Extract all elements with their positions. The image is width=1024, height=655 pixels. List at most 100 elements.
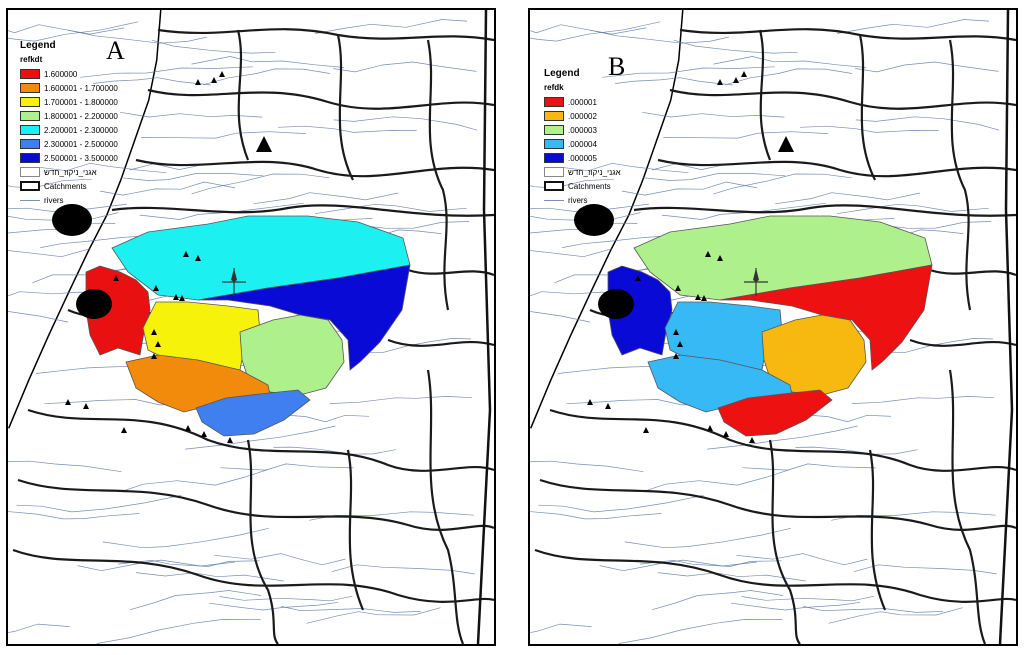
observation-triangle (151, 329, 157, 335)
map-legend: Legend refdk .000001.000002.000003.00000… (544, 68, 621, 207)
observation-triangle (717, 79, 723, 85)
catchment-boundary (929, 268, 1016, 277)
catchment-boundary (657, 158, 1016, 178)
river-line (38, 162, 167, 174)
station-triangle (256, 136, 272, 152)
river-line (646, 469, 790, 491)
catchment-boundary (549, 408, 1016, 472)
river-line (851, 396, 994, 404)
legend-swatch (20, 83, 40, 93)
catchment-boundary (407, 268, 494, 277)
river-line (77, 559, 235, 572)
map-legend: Legend refkdt 1.600000 1.600001 - 1.70000… (20, 40, 118, 207)
river-line (16, 494, 182, 513)
legend-field-name: refkdt (20, 55, 43, 64)
river-line (220, 463, 354, 471)
river-line (560, 162, 689, 174)
river-line (214, 553, 346, 566)
river-line (329, 396, 472, 404)
river-line (618, 619, 783, 644)
catchment-boundary (539, 478, 1016, 531)
legend-label: אגני_ניקוז_חדש (568, 167, 621, 177)
river-line (273, 446, 396, 455)
river-line (530, 623, 592, 633)
river-line (713, 56, 867, 68)
river-line (530, 21, 661, 42)
catchment-boundary (336, 34, 354, 181)
legend-label: Catchments (568, 181, 611, 191)
river-line (599, 559, 757, 572)
legend-swatch (20, 111, 40, 121)
observation-triangle (113, 275, 119, 281)
river-line (203, 68, 331, 86)
legend-title: Legend (20, 40, 56, 51)
legend-swatch (544, 111, 564, 121)
legend-item: Catchments (544, 179, 621, 193)
observation-triangle (83, 403, 89, 409)
catchment-boundary (12, 548, 494, 603)
observation-triangle (219, 71, 225, 77)
river-line (151, 39, 276, 54)
legend-label: 1.600001 - 1.700000 (44, 83, 118, 93)
river-line (306, 607, 441, 624)
catchment-boundary (998, 10, 1014, 644)
legend-label: .000005 (568, 153, 597, 163)
river-line (736, 553, 868, 566)
legend-entries: 1.600000 1.600001 - 1.700000 1.700001 - 1.… (20, 67, 118, 207)
catchment-boundary (17, 478, 494, 531)
legend-label: 1.700001 - 1.800000 (44, 97, 118, 107)
river-line (351, 338, 472, 354)
catchment-boundary (669, 88, 1016, 110)
river-line (118, 560, 260, 567)
river-line (530, 24, 647, 35)
river-line (8, 212, 119, 221)
river-line (191, 173, 330, 195)
legend-item: 1.700001 - 1.800000 (20, 95, 118, 109)
river-line (741, 595, 875, 602)
river-line (139, 202, 304, 220)
river-line (8, 248, 90, 258)
observation-triangle (211, 77, 217, 83)
observation-triangle (643, 427, 649, 433)
river-line (800, 125, 939, 133)
river-line (673, 39, 798, 54)
catchment-boundary (246, 439, 279, 644)
legend-swatch (544, 153, 564, 163)
catchment-zone-southeast (195, 389, 311, 437)
observation-triangle (153, 285, 159, 291)
legend-item: .000003 (544, 123, 621, 137)
legend-swatch (20, 167, 40, 177)
catchment-boundary (534, 548, 1016, 603)
catchment-boundary (135, 158, 494, 178)
legend-item: 2.300001 - 2.500000 (20, 137, 118, 151)
river-line (742, 463, 876, 471)
river-line (141, 131, 306, 139)
river-line (93, 77, 211, 86)
legend-swatch (20, 97, 40, 107)
legend-swatch (544, 167, 564, 177)
river-line (124, 469, 268, 491)
legend-swatch (20, 139, 40, 149)
legend-swatch (544, 181, 564, 191)
catchment-boundary (147, 88, 494, 110)
observation-triangle (179, 295, 185, 301)
river-line (314, 203, 467, 215)
observation-triangle (151, 353, 157, 359)
catchment-boundary (476, 10, 492, 644)
observation-triangle (673, 353, 679, 359)
legend-swatch (544, 139, 564, 149)
river-line (96, 619, 261, 644)
legend-label: 2.300001 - 2.500000 (44, 139, 118, 149)
marker-circle (574, 204, 614, 236)
legend-item: אגני_ניקוז_חדש (20, 165, 118, 179)
river-line (640, 560, 782, 567)
legend-item: .000005 (544, 151, 621, 165)
river-line (80, 66, 253, 78)
legend-label: 2.500001 - 3.500000 (44, 153, 118, 163)
catchment-boundary (157, 28, 494, 42)
legend-swatch (544, 125, 564, 135)
panel-label: A (106, 36, 125, 65)
river-line (331, 564, 475, 575)
river-line (209, 601, 339, 611)
observation-triangle (635, 275, 641, 281)
